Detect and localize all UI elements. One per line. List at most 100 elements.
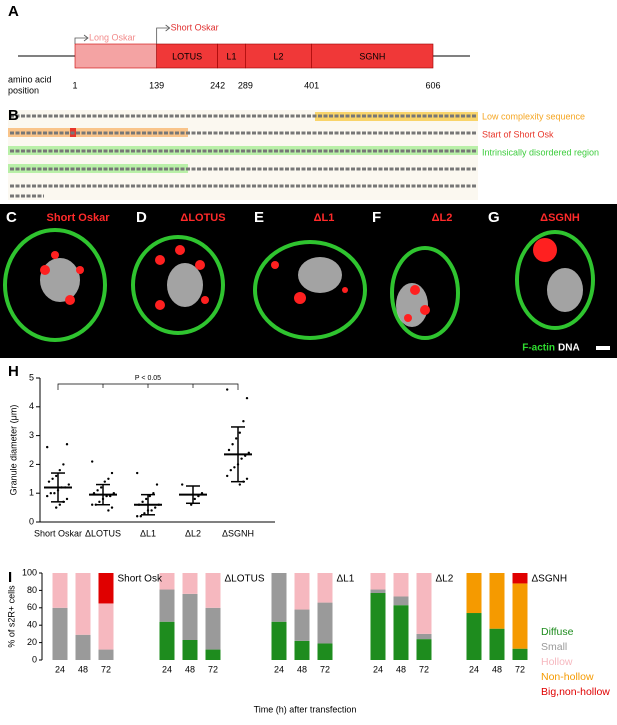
scale-bar <box>596 346 610 350</box>
data-point <box>107 509 110 512</box>
legend-label: Small <box>541 641 567 653</box>
y-tick-label: 0 <box>32 654 37 664</box>
arrow-head <box>165 24 171 32</box>
x-tick-label: ΔSGNH <box>222 528 254 538</box>
x-tick-label: 24 <box>55 664 65 674</box>
bar-segment <box>416 573 432 634</box>
position-axis-label: amino acid <box>8 74 52 84</box>
bar-segment <box>416 633 432 640</box>
data-point <box>245 396 249 400</box>
bar-segment <box>370 573 386 590</box>
data-point <box>103 480 107 483</box>
domain <box>245 43 312 69</box>
nucleus <box>40 258 80 302</box>
bar-segment <box>317 602 333 644</box>
x-tick-label: ΔL1 <box>140 528 156 538</box>
bar-segment <box>317 643 333 660</box>
y-tick-label: 3 <box>29 430 34 440</box>
legend-label: Non-hollow <box>541 671 594 683</box>
data-point <box>145 497 148 501</box>
domain <box>311 43 434 69</box>
bar-segment <box>512 648 528 660</box>
position-label: 1 <box>72 80 77 90</box>
data-point <box>110 471 114 475</box>
domain-label: L1 <box>227 51 237 61</box>
data-point <box>227 448 231 452</box>
bar-segment <box>489 573 505 629</box>
x-tick-label: 72 <box>515 664 525 674</box>
granules <box>40 238 557 322</box>
data-point <box>96 489 99 492</box>
bar-segment <box>317 573 333 603</box>
x-tick-label: 72 <box>320 664 330 674</box>
bar-segment <box>75 573 91 635</box>
y-tick-label: 1 <box>29 488 34 498</box>
bar-segment <box>512 573 528 584</box>
isoform-label: Short Oskar <box>171 22 219 32</box>
data-point <box>226 388 229 391</box>
nucleus <box>396 283 428 327</box>
sequence-block <box>8 110 478 200</box>
bar-segment <box>294 609 310 641</box>
x-tick-label: 24 <box>469 664 479 674</box>
data-point <box>155 483 159 486</box>
x-axis-label: Time (h) after transfection <box>254 704 357 714</box>
image-title: ΔL2 <box>432 212 453 224</box>
domain-label: LOTUS <box>172 51 202 61</box>
bar-segment <box>182 593 198 640</box>
y-tick-label: 100 <box>22 567 37 577</box>
cell <box>3 228 107 342</box>
bar-segment <box>370 593 386 660</box>
panel-label: D <box>136 209 147 226</box>
panel-label: E <box>254 209 264 226</box>
y-axis-label: Granule diameter (μm) <box>8 405 18 496</box>
data-point <box>245 477 249 480</box>
nucleus <box>167 263 203 307</box>
data-point <box>233 466 236 469</box>
image-title: ΔL1 <box>314 212 335 224</box>
bar-segment <box>393 605 409 660</box>
x-tick-label: 24 <box>274 664 284 674</box>
cell <box>253 240 367 340</box>
data-point <box>65 497 69 501</box>
stain-label: DNA <box>558 343 580 354</box>
data-point <box>136 515 139 518</box>
y-tick-label: 4 <box>29 401 34 411</box>
x-tick-label: Short Oskar <box>34 528 82 538</box>
domain-label: L2 <box>274 51 284 61</box>
data-point <box>65 443 69 446</box>
position-label: 606 <box>425 80 440 90</box>
data-point <box>143 512 146 515</box>
x-tick-label: 48 <box>492 664 502 674</box>
bar-segment <box>271 573 287 622</box>
legend-label: Intrinsically disordered region <box>482 147 599 157</box>
x-tick-label: 24 <box>162 664 172 674</box>
data-point <box>139 515 142 518</box>
data-point <box>190 503 193 506</box>
bar-segment <box>393 596 409 606</box>
data-point <box>55 506 58 509</box>
position-label: 139 <box>149 80 164 90</box>
domain-label: SGNH <box>359 51 385 61</box>
x-tick-label: ΔL2 <box>185 528 201 538</box>
data-point <box>141 500 144 504</box>
y-tick-label: 0 <box>29 516 34 526</box>
x-tick-label: 72 <box>101 664 111 674</box>
data-point <box>154 506 157 509</box>
domain <box>217 43 246 69</box>
nucleus <box>547 268 583 312</box>
panel-label: G <box>488 209 500 226</box>
data-point <box>55 474 58 478</box>
x-tick-label: 72 <box>419 664 429 674</box>
legend-label: Diffuse <box>541 626 574 638</box>
data-point <box>107 477 110 480</box>
domain <box>156 43 218 69</box>
group-label: ΔL1 <box>337 574 355 585</box>
x-tick-label: 48 <box>396 664 406 674</box>
data-point <box>47 480 51 483</box>
bar-segment <box>512 583 528 649</box>
data-point <box>51 477 54 480</box>
y-tick-label: 80 <box>27 585 37 595</box>
bar-segment <box>489 628 505 660</box>
